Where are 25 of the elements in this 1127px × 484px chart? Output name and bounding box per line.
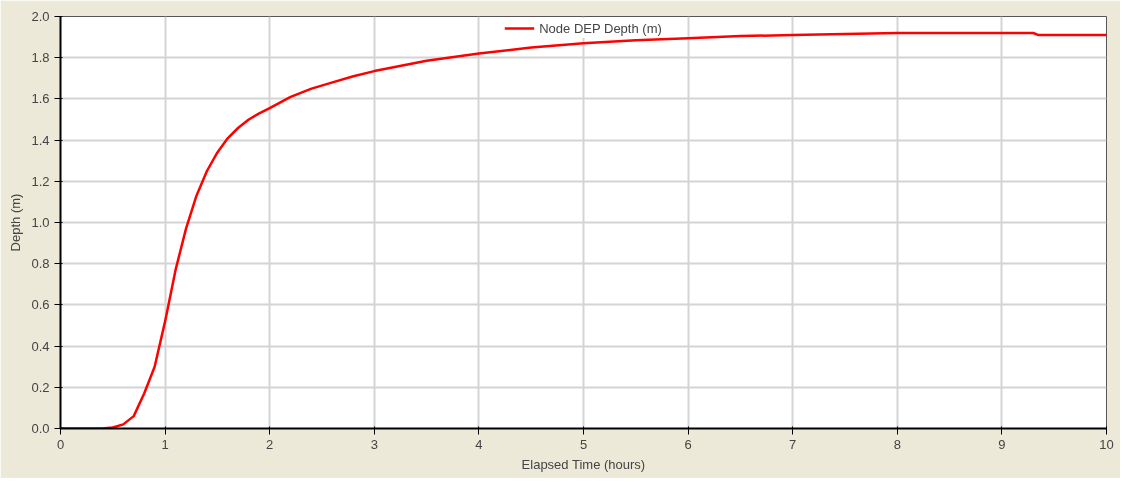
x-tick-label: 3 xyxy=(370,436,378,452)
y-tick-label: 0.0 xyxy=(31,421,50,436)
x-tick-label: 5 xyxy=(579,436,588,452)
y-tick-label: 0.4 xyxy=(31,338,50,354)
x-tick-label: 2 xyxy=(266,436,274,452)
y-tick-label: 0.2 xyxy=(31,379,50,395)
x-tick-label: 7 xyxy=(789,436,797,452)
x-tick-label: 9 xyxy=(998,436,1006,452)
y-tick-label: 0.6 xyxy=(31,297,50,313)
y-tick-label: 1.8 xyxy=(31,50,50,66)
x-axis-title: Elapsed Time (hours) xyxy=(521,456,646,472)
x-tick-label: 10 xyxy=(1099,436,1114,452)
x-tick-label: 6 xyxy=(684,436,692,452)
y-axis-title: Depth (m) xyxy=(8,193,24,252)
y-tick-label: 1.2 xyxy=(31,173,50,189)
x-tick-label: 8 xyxy=(893,436,901,452)
y-tick-label: 1.0 xyxy=(31,215,50,230)
legend-label: Node DEP Depth (m) xyxy=(539,20,662,36)
x-tick-label: 1 xyxy=(161,436,169,452)
y-tick-label: 1.4 xyxy=(31,132,50,148)
x-tick-label: 4 xyxy=(475,436,483,452)
x-tick-label: 0 xyxy=(56,436,65,452)
y-tick-label: 2.0 xyxy=(31,9,50,24)
y-tick-label: 0.8 xyxy=(31,256,50,272)
y-tick-label: 1.6 xyxy=(31,91,50,107)
